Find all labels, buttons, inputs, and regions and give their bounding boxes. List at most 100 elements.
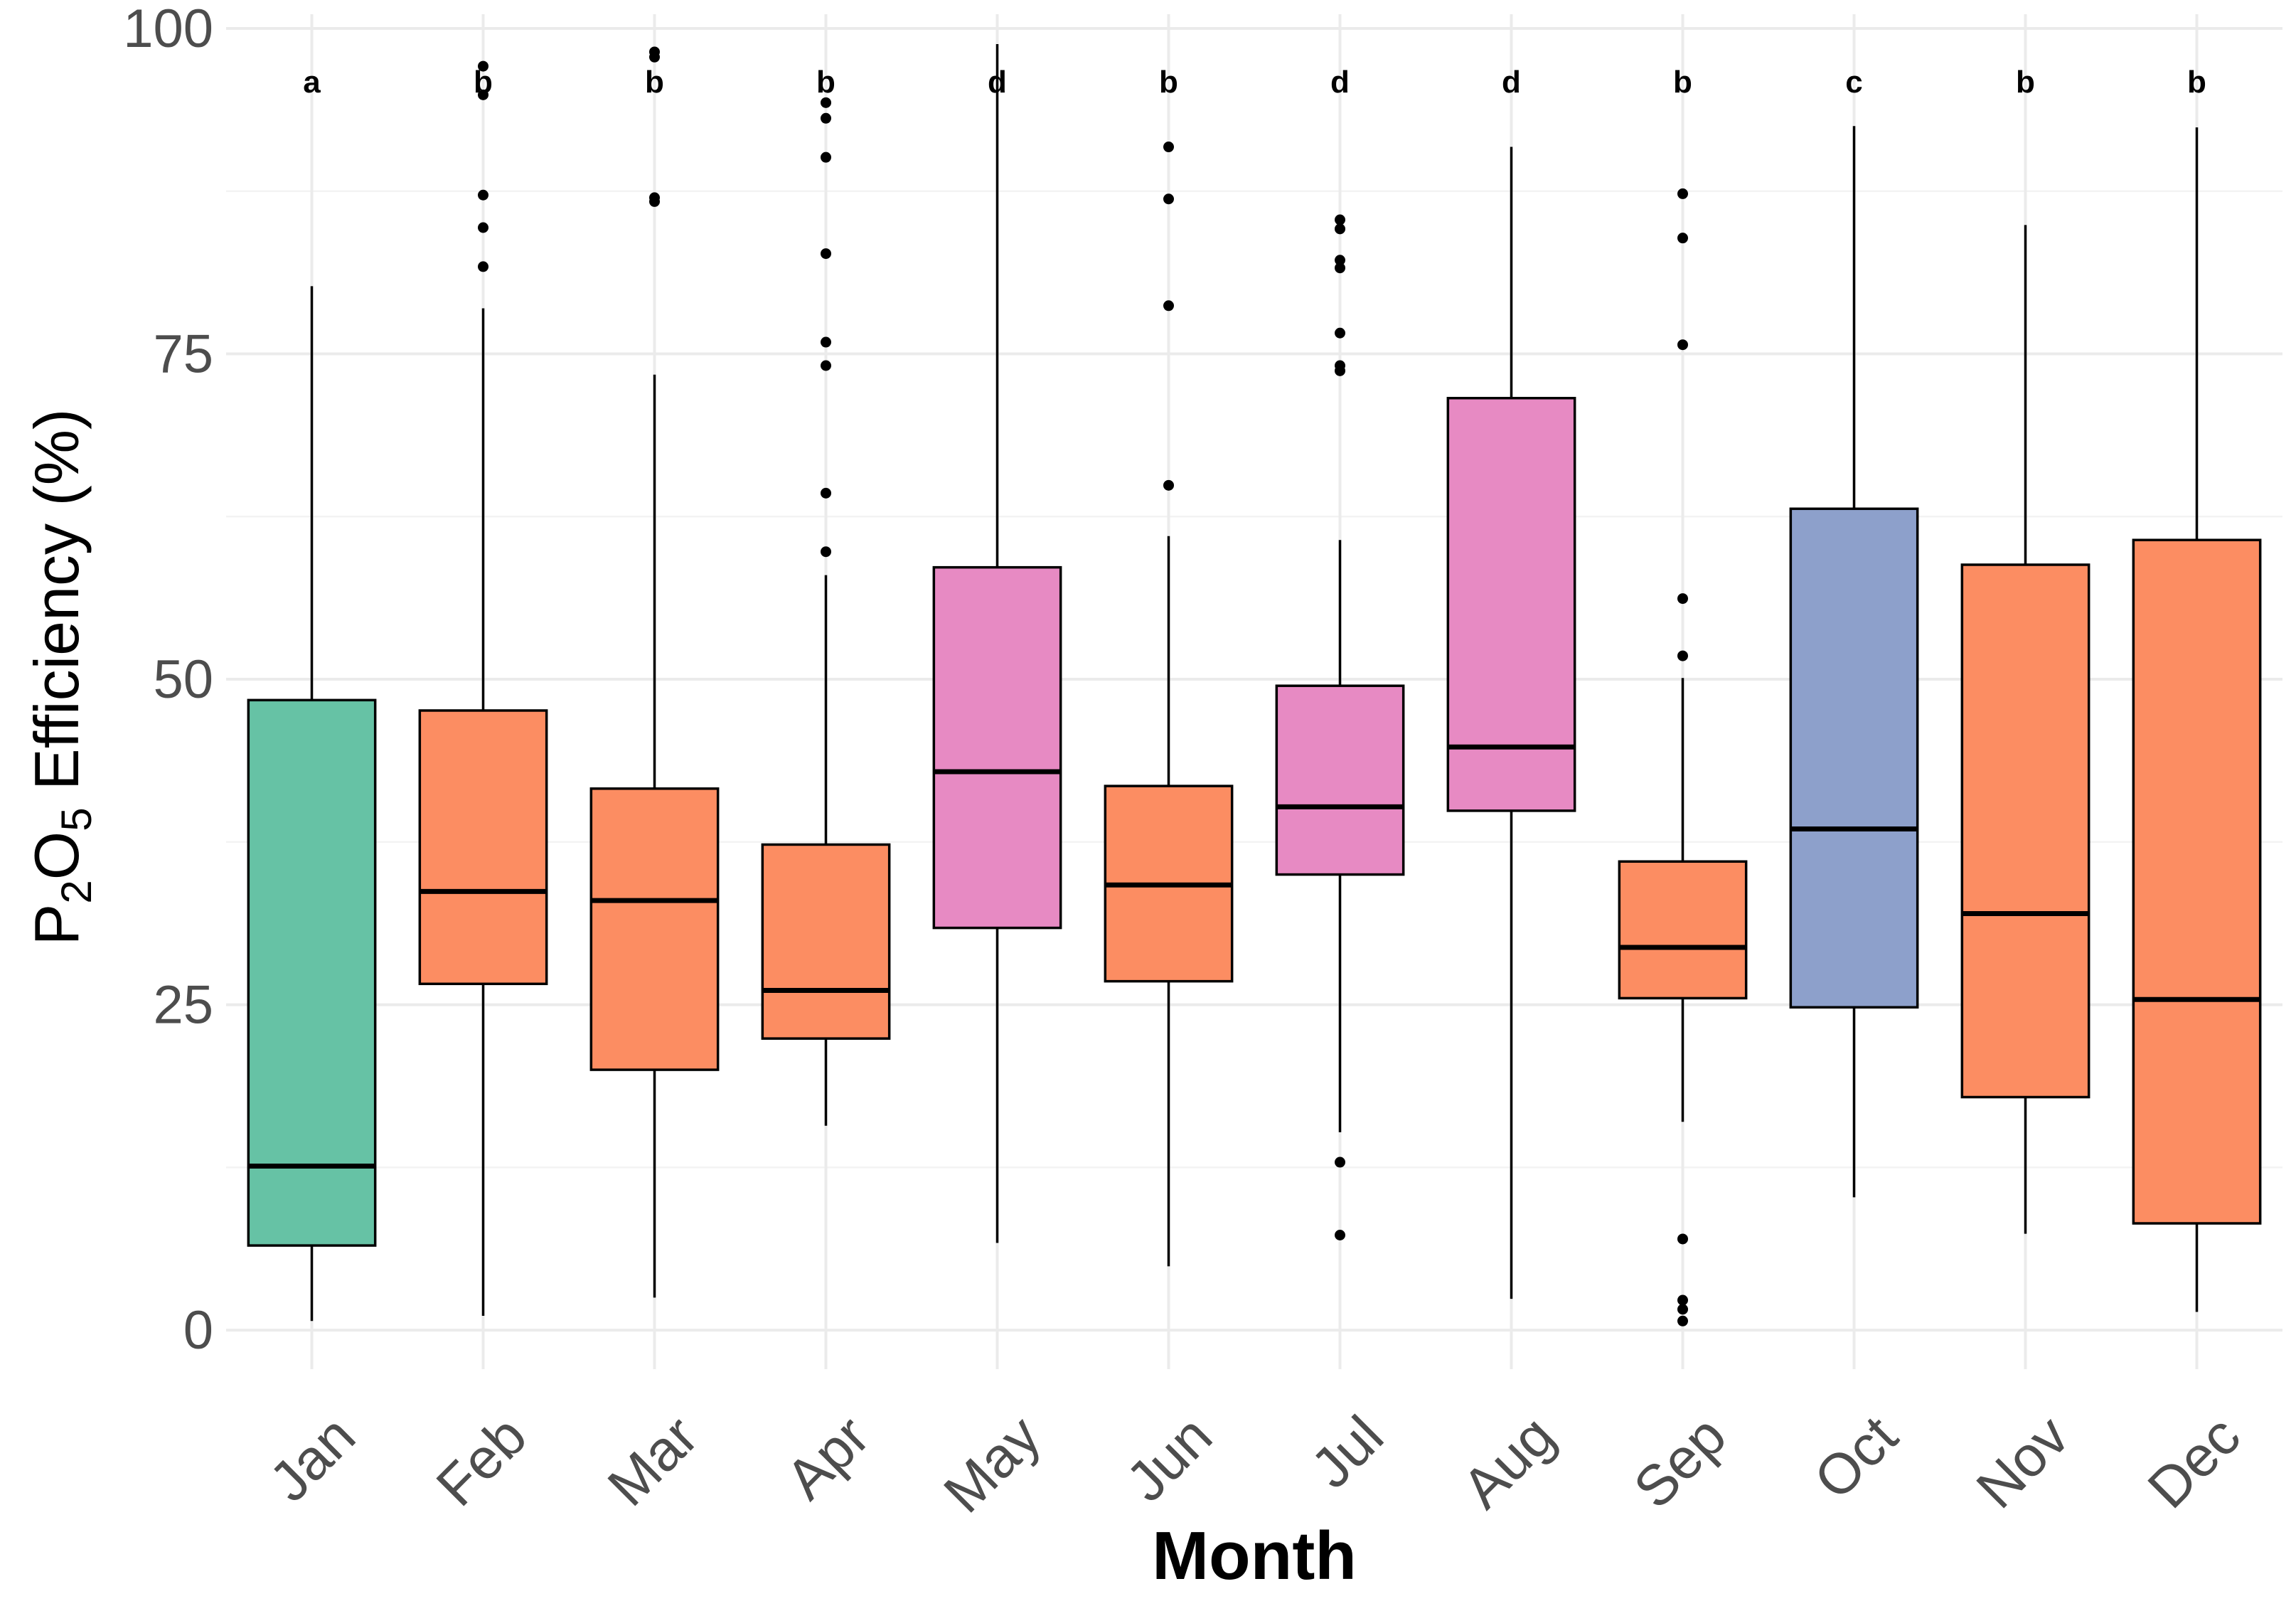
box-iqr [247, 698, 377, 1247]
sig-letter-aug: d [1502, 65, 1521, 100]
outlier-point [1677, 339, 1688, 351]
outlier-point [1335, 214, 1345, 225]
outlier-point [478, 60, 488, 72]
box-jun [1104, 142, 1234, 1267]
x-tick-label-nov: Nov [1965, 1404, 2081, 1521]
box-mar [589, 46, 720, 1298]
outlier-point [1335, 255, 1345, 266]
outlier-point [1335, 223, 1345, 235]
box-iqr [761, 843, 891, 1040]
outlier-point [1335, 327, 1345, 339]
x-tick-label-apr: Apr [774, 1404, 881, 1511]
sig-letter-may: d [988, 65, 1007, 100]
outlier-point [1677, 593, 1688, 605]
x-tick-label-aug: Aug [1451, 1404, 1567, 1521]
x-tick-label-jan: Jan [257, 1404, 367, 1514]
sig-letter-dec: b [2187, 65, 2206, 100]
outlier-point [821, 151, 831, 163]
sig-letter-sep: b [1673, 65, 1692, 100]
x-tick-label-feb: Feb [425, 1404, 538, 1518]
x-axis-title: Month [1152, 1518, 1357, 1594]
outlier-point [1335, 1156, 1345, 1168]
y-axis-title-part: 5 [53, 807, 100, 831]
outlier-point [478, 189, 488, 201]
y-axis-title-part: P [21, 904, 92, 946]
y-axis-title-part: Efficiency (%) [21, 409, 92, 808]
outlier-point [1163, 142, 1174, 153]
box-nov [1960, 225, 2091, 1234]
box-aug [1446, 147, 1576, 1299]
y-axis-ticks: 0 25 50 75 100 [123, 0, 213, 1361]
outlier-point [1677, 1304, 1688, 1315]
box-feb [418, 60, 548, 1316]
box-sep [1618, 188, 1748, 1326]
outlier-point [821, 248, 831, 260]
box-iqr [589, 787, 720, 1071]
outlier-point [1677, 1294, 1688, 1306]
box-apr [761, 97, 891, 1126]
x-tick-label-dec: Dec [2136, 1404, 2253, 1521]
box-jul [1275, 214, 1405, 1240]
outlier-point [478, 222, 488, 233]
y-axis-title-part: 2 [53, 880, 100, 903]
outlier-point [649, 46, 660, 58]
box-iqr [2132, 538, 2262, 1225]
sig-letter-feb: b [474, 65, 493, 100]
x-axis-ticks: Jan Feb Mar Apr May Jun Jul Aug Sep Oct Nov Dec [257, 1404, 2252, 1525]
y-axis-title-part: O [21, 831, 92, 880]
outlier-point [1677, 1233, 1688, 1245]
outlier-point [1335, 1230, 1345, 1240]
y-tick-label: 75 [153, 324, 213, 385]
outlier-point [478, 261, 488, 272]
box-iqr [1789, 507, 1919, 1009]
box-oct [1789, 126, 1919, 1198]
box-dec [2132, 127, 2262, 1312]
y-tick-label: 50 [153, 649, 213, 710]
box-iqr [1446, 396, 1576, 812]
outlier-point [1677, 650, 1688, 661]
outlier-point [821, 336, 831, 348]
sig-letter-mar: b [645, 65, 664, 100]
outlier-point [821, 546, 831, 558]
box-jan [247, 286, 377, 1322]
box-iqr [1960, 563, 2091, 1099]
sig-letter-jan: a [303, 65, 321, 100]
sig-letter-jun: b [1159, 65, 1178, 100]
x-tick-label-jul: Jul [1299, 1404, 1395, 1500]
y-tick-label: 100 [123, 0, 213, 59]
outlier-point [1163, 300, 1174, 312]
outlier-point [1335, 360, 1345, 371]
outlier-point [1163, 193, 1174, 205]
box-iqr [932, 565, 1062, 930]
x-tick-label-jun: Jun [1114, 1404, 1224, 1514]
sig-letter-nov: b [2016, 65, 2035, 100]
box-series [247, 43, 2262, 1326]
x-tick-label-mar: Mar [596, 1404, 710, 1518]
box-iqr [418, 709, 548, 986]
outlier-point [649, 192, 660, 203]
outlier-point [1677, 188, 1688, 199]
y-tick-label: 25 [153, 975, 213, 1036]
x-tick-label-may: May [931, 1404, 1052, 1525]
outlier-point [1677, 1315, 1688, 1326]
box-iqr [1618, 860, 1748, 1000]
outlier-point [1163, 479, 1174, 491]
box-iqr [1275, 684, 1405, 876]
outlier-point [821, 360, 831, 371]
box-may [932, 43, 1062, 1243]
x-tick-label-oct: Oct [1802, 1404, 1909, 1511]
outlier-point [821, 97, 831, 108]
sig-letter-oct: c [1845, 65, 1862, 100]
outlier-point [821, 487, 831, 499]
sig-letter-jul: d [1330, 65, 1350, 100]
x-tick-label-sep: Sep [1622, 1404, 1739, 1521]
outlier-point [1335, 262, 1345, 274]
outlier-point [1677, 233, 1688, 244]
y-axis-title: P2O5 Efficiency (%) [21, 409, 100, 946]
y-tick-label: 0 [183, 1300, 213, 1361]
outlier-point [821, 112, 831, 124]
outlier-point [478, 89, 488, 100]
sig-letter-apr: b [816, 65, 835, 100]
